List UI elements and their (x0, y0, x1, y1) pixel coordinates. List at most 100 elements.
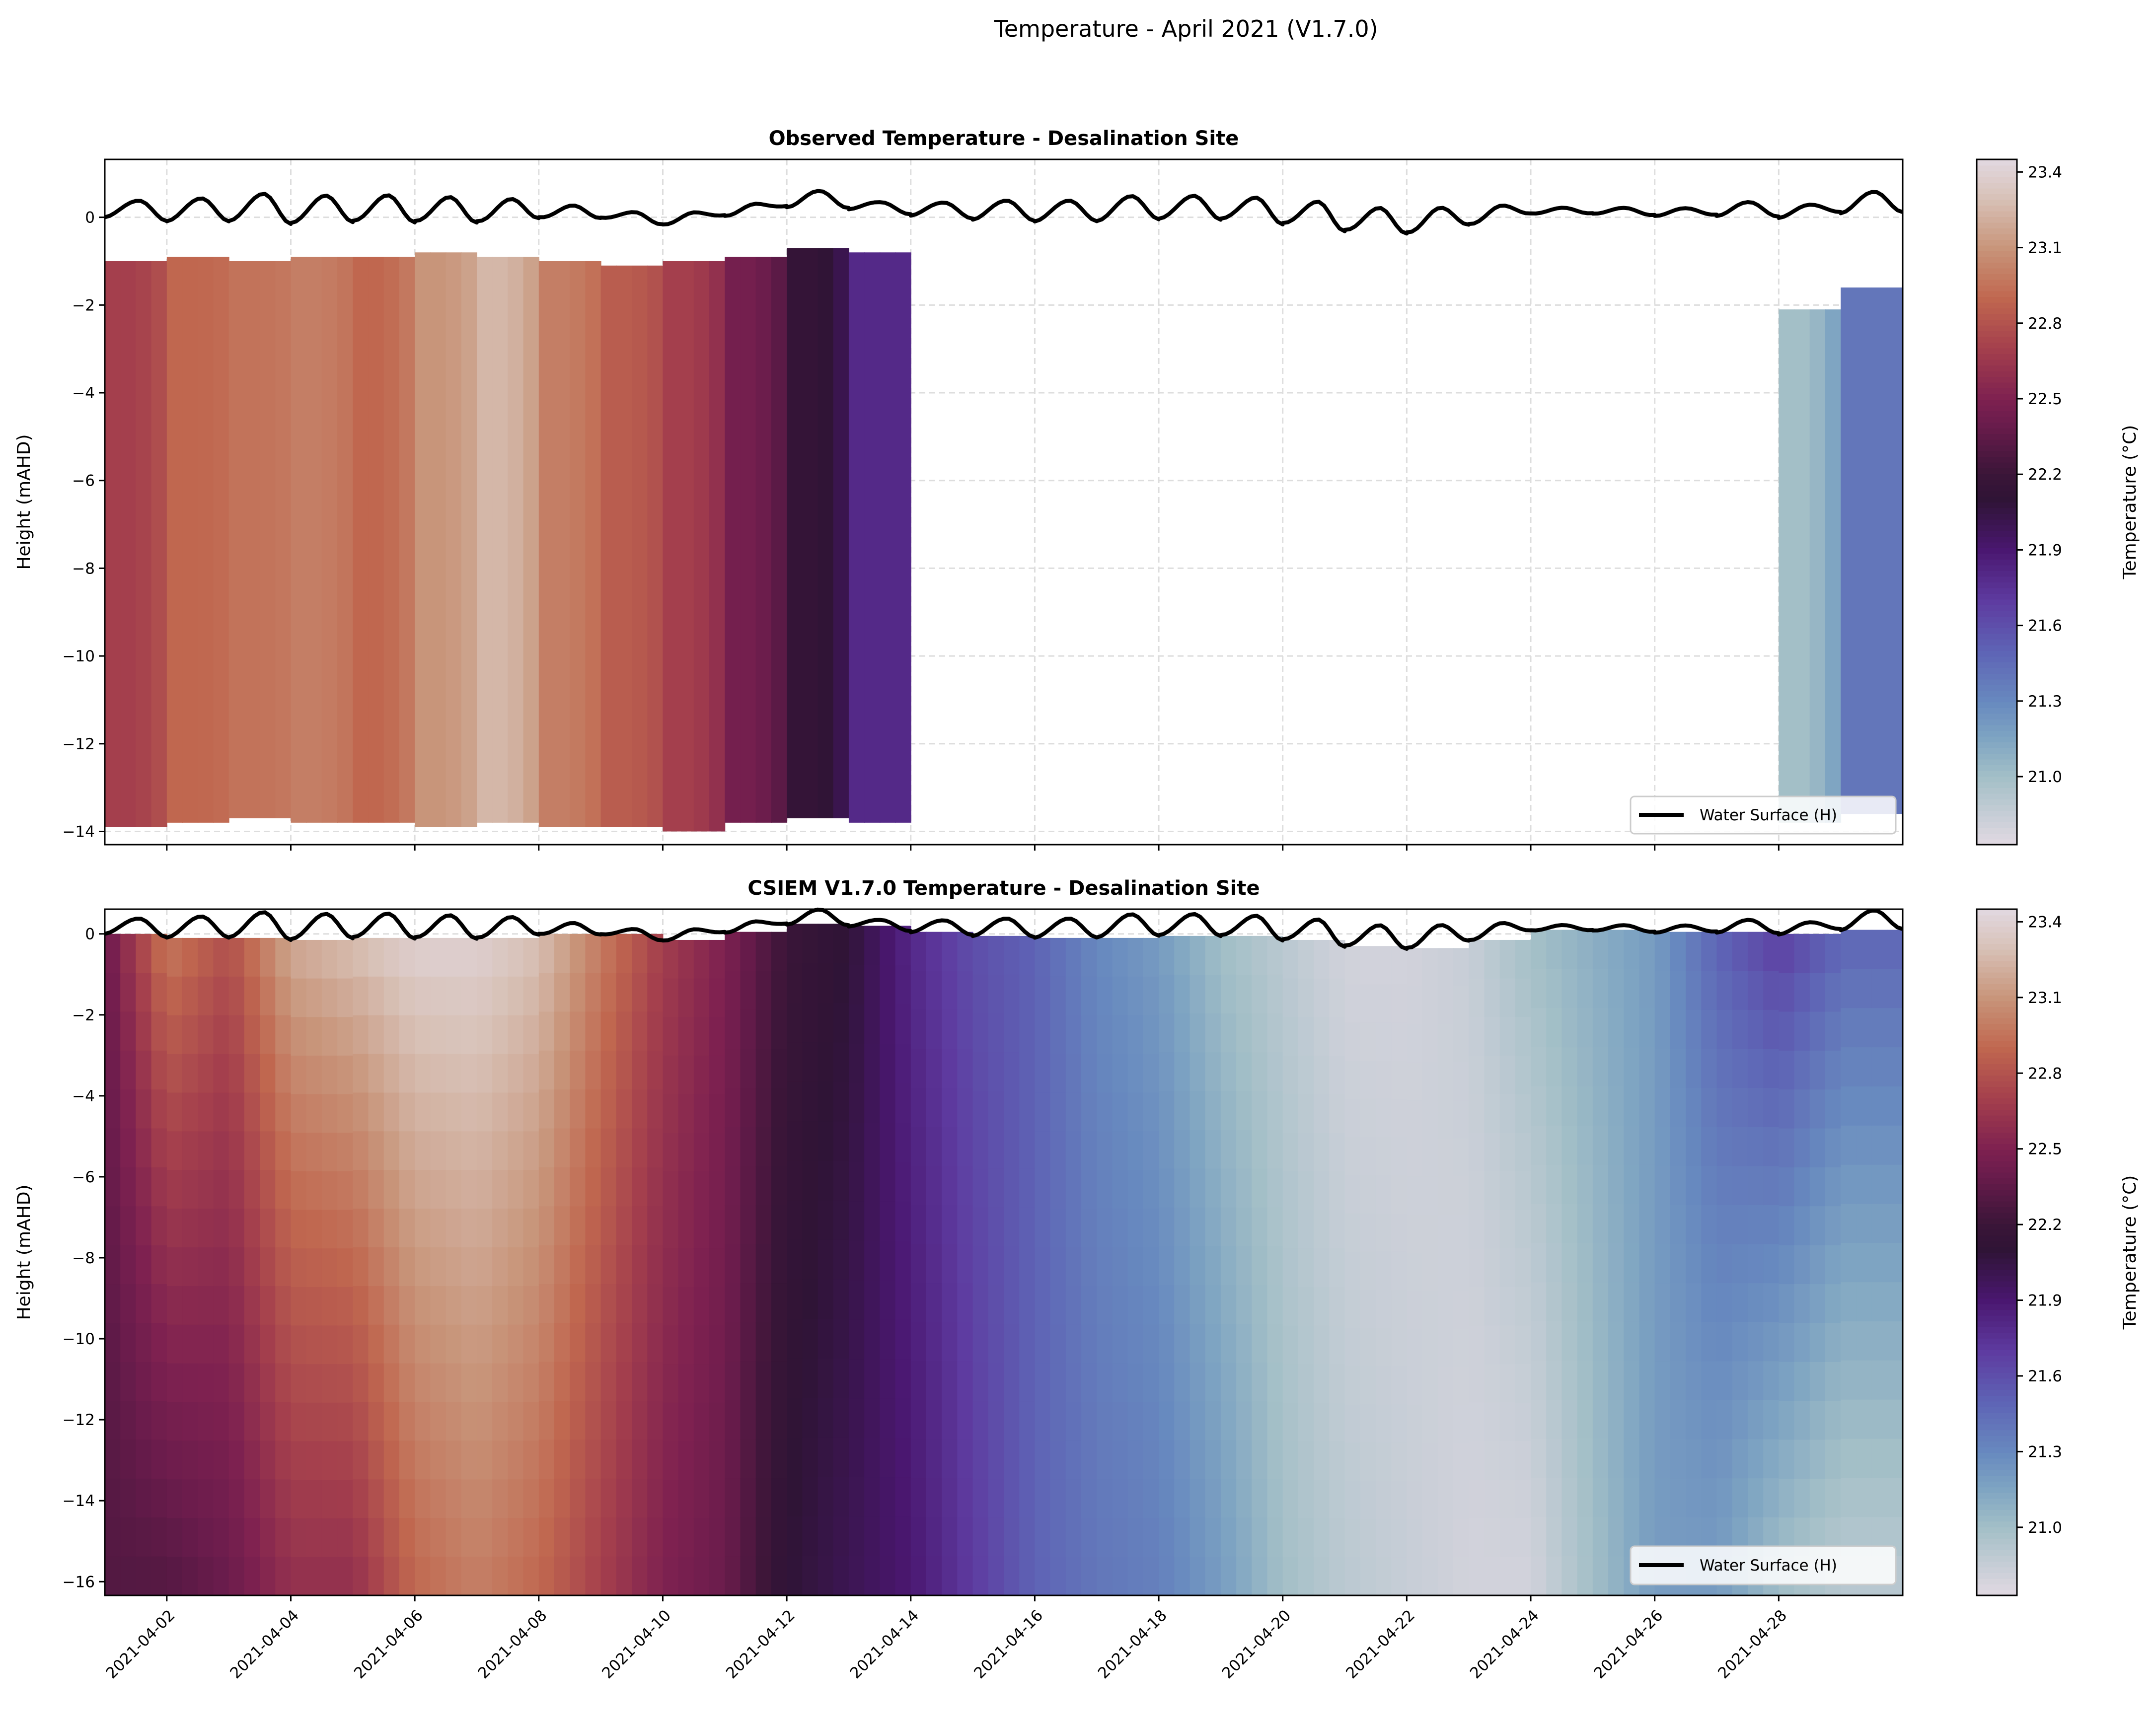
heatmap-cell (1592, 1086, 1609, 1126)
colorbar-segment (1977, 313, 2017, 320)
heatmap-cell (461, 976, 477, 1016)
heatmap-cell (818, 1398, 834, 1438)
heatmap-cell (632, 1362, 648, 1402)
heatmap-cell (306, 1325, 322, 1365)
heatmap-cell (1050, 937, 1066, 977)
colorbar-segment (1977, 759, 2017, 765)
heatmap-cell (1004, 1207, 1020, 1247)
heatmap-cell (368, 1286, 384, 1325)
heatmap-cell (1298, 1133, 1315, 1172)
heatmap-cell (926, 1283, 943, 1323)
heatmap-cell (1360, 946, 1376, 985)
heatmap-cell (632, 934, 648, 974)
heatmap-cell (1592, 930, 1609, 970)
colorbar-segment (1977, 216, 2017, 223)
heatmap-cell (1065, 1170, 1082, 1210)
heatmap-cell (957, 971, 973, 1010)
heatmap-cell (1825, 1284, 1842, 1324)
heatmap-cell (120, 1089, 137, 1129)
heatmap-cell (1841, 1243, 1857, 1283)
heatmap-cell (1329, 978, 1345, 1018)
heatmap-cell (1174, 1013, 1190, 1053)
heatmap-cell (570, 1206, 586, 1246)
heatmap-cell (166, 1054, 183, 1093)
heatmap-cell (105, 1556, 121, 1596)
heatmap-cell (1763, 932, 1780, 972)
heatmap-cell (353, 1363, 369, 1403)
colorbar-segment (1977, 428, 2017, 434)
colorbar-segment (1977, 1023, 2017, 1030)
heatmap-cell (415, 1286, 431, 1325)
heatmap-cell (926, 1166, 943, 1206)
heatmap-cell (1592, 1478, 1609, 1518)
model-water-surface-line (104, 907, 1904, 951)
heatmap-cell (415, 1440, 431, 1480)
heatmap-cell (1314, 1480, 1330, 1519)
heatmap-cell (383, 1131, 400, 1171)
heatmap-cell (787, 1081, 803, 1122)
heatmap-cell (476, 937, 493, 977)
colorbar-segment (1977, 1504, 2017, 1510)
heatmap-cell (1809, 1245, 1826, 1285)
heatmap-cell (1065, 1054, 1082, 1093)
heatmap-cell (1546, 1204, 1562, 1244)
colorbar-segment (1977, 667, 2017, 674)
heatmap-cell (755, 1283, 772, 1323)
heatmap-cell (880, 1044, 896, 1084)
heatmap-cell (260, 1054, 276, 1093)
heatmap-cell (848, 1241, 865, 1281)
heatmap-cell (1127, 976, 1144, 1016)
heatmap-cell (988, 1130, 1004, 1169)
heatmap-cell (1531, 930, 1547, 970)
heatmap-cell (1159, 935, 1175, 975)
colorbar-segment (1977, 690, 2017, 697)
heatmap-cell (895, 1359, 911, 1399)
colorbar-segment (1977, 1287, 2017, 1293)
heatmap-cell (321, 939, 338, 979)
heatmap-cell (1546, 1047, 1562, 1087)
heatmap-cell (492, 1054, 509, 1093)
heatmap-cell (725, 1166, 741, 1206)
colorbar-tick-label: 21.6 (2028, 1367, 2062, 1385)
heatmap-cell (647, 1206, 664, 1246)
heatmap-cell (368, 1170, 384, 1210)
heatmap-cell (1515, 1325, 1532, 1365)
heatmap-cell (709, 1171, 726, 1211)
heatmap-cell (1097, 1286, 1113, 1325)
x-tick-label: 2021-04-04 (226, 1606, 302, 1682)
heatmap-cell (321, 1248, 338, 1288)
heatmap-cell (1344, 1251, 1361, 1291)
heatmap-cell (1050, 1015, 1066, 1055)
y-tick-label: −4 (72, 384, 95, 402)
heatmap-cell (663, 1364, 679, 1403)
heatmap-cell (523, 1286, 539, 1325)
colorbar-segment (1977, 1069, 2017, 1076)
heatmap-cell (818, 1319, 834, 1359)
heatmap-cell (1624, 1125, 1640, 1165)
heatmap-cell (693, 261, 710, 832)
heatmap-cell (228, 1479, 245, 1519)
heatmap-cell (1624, 1438, 1640, 1479)
heatmap-cell (693, 1325, 710, 1365)
heatmap-cell (415, 1479, 431, 1519)
heatmap-cell (1887, 1282, 1903, 1322)
heatmap-cell (1887, 1321, 1903, 1361)
heatmap-cell (1143, 1363, 1160, 1403)
heatmap-cell (1670, 1400, 1687, 1440)
heatmap-cell (1298, 1557, 1315, 1596)
heatmap-cell (1205, 1013, 1221, 1053)
heatmap-cell (570, 1517, 586, 1557)
heatmap-cell (1065, 1479, 1082, 1519)
heatmap-cell (1871, 1008, 1888, 1048)
heatmap-cell (228, 1440, 245, 1480)
heatmap-cell (1081, 1363, 1098, 1403)
heatmap-cell (1809, 1439, 1826, 1479)
model-panel: CSIEM V1.7.0 Temperature - Desalination … (14, 877, 2140, 1682)
heatmap-cell (1437, 1366, 1454, 1406)
heatmap-cell (415, 1170, 431, 1210)
heatmap-cell (1437, 1557, 1454, 1596)
heatmap-cell (120, 1323, 137, 1363)
heatmap-cell (1437, 948, 1454, 987)
heatmap-cell (1779, 1167, 1795, 1207)
heatmap-cell (1190, 1091, 1206, 1131)
